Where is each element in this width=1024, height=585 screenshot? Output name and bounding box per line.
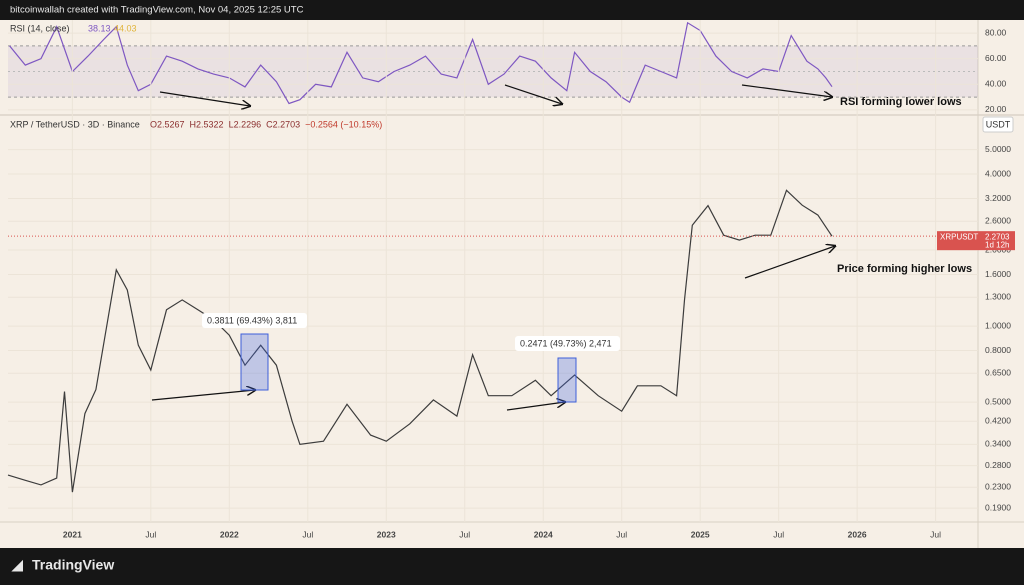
- y-tick-label: 1.6000: [985, 269, 1011, 279]
- measure-label: 0.3811 (69.43%) 3,811: [207, 315, 297, 325]
- y-tick-label: 1.0000: [985, 320, 1011, 330]
- measure-label-bg: [515, 336, 620, 351]
- y-tick-label: 5.0000: [985, 144, 1011, 154]
- measure-label: 0.2471 (49.73%) 2,471: [520, 338, 612, 348]
- x-tick-label: Jul: [773, 529, 784, 539]
- y-tick-label: 0.5000: [985, 396, 1011, 406]
- ohlc-value: C2.2703: [266, 119, 300, 129]
- price-symbol: XRPUSDT: [940, 232, 978, 241]
- x-tick-label: Jul: [930, 529, 941, 539]
- y-tick-label: 0.8000: [985, 345, 1011, 355]
- x-tick-label: 2024: [534, 529, 553, 539]
- y-tick-label: 0.1900: [985, 502, 1011, 512]
- measure-label-bg: [202, 313, 307, 328]
- series-line: [7, 189, 833, 493]
- y-tick-label: 3.2000: [985, 193, 1011, 203]
- x-tick-label: Jul: [459, 529, 470, 539]
- rsi-title: RSI (14, close): [10, 23, 70, 33]
- price-value: 2.2703: [985, 232, 1010, 241]
- y-tick-label: 0.2800: [985, 460, 1011, 470]
- y-tick-label: 2.6000: [985, 216, 1011, 226]
- x-tick-label: Jul: [145, 529, 156, 539]
- y-tick-label: 0.2300: [985, 481, 1011, 491]
- y-tick-label: 40.00: [985, 79, 1007, 89]
- price-countdown: 1d 12h: [985, 240, 1009, 249]
- arrows: [151, 84, 835, 411]
- ohlc-value: O2.5267: [150, 119, 185, 129]
- x-tick-label: 2022: [220, 529, 239, 539]
- x-tick-label: Jul: [302, 529, 313, 539]
- rsi-value: 38.13: [88, 23, 111, 33]
- ohlc-value: H2.5322: [190, 119, 224, 129]
- header-credit: bitcoinwallah created with TradingView.c…: [10, 5, 304, 16]
- annotation: RSI forming lower lows: [840, 96, 962, 108]
- footer-brand: TradingView: [32, 557, 114, 573]
- price-title: XRP / TetherUSD · 3D · Binance: [10, 119, 140, 129]
- y-tick-label: 4.0000: [985, 168, 1011, 178]
- y-tick-label: 80.00: [985, 27, 1007, 37]
- unit-box: [982, 116, 1014, 133]
- y-tick-label: 20.00: [985, 104, 1007, 114]
- x-tick-label: 2023: [377, 529, 396, 539]
- y-tick-label: 0.6500: [985, 368, 1011, 378]
- chart-area: [0, 20, 1024, 548]
- price-tag: [937, 231, 1015, 251]
- ohlc-value: L2.2296: [229, 119, 262, 129]
- x-tick-label: 2021: [63, 529, 82, 539]
- series-line: [9, 21, 833, 105]
- ohlc-value: −0.2564 (−10.15%): [305, 119, 382, 129]
- y-unit: USDT: [986, 119, 1011, 129]
- x-tick-label: 2026: [848, 529, 867, 539]
- brand-mark: ◢: [11, 557, 23, 573]
- y-tick-label: 1.3000: [985, 292, 1011, 302]
- x-tick-label: Jul: [616, 529, 627, 539]
- measure-box: [240, 333, 269, 391]
- measure-box: [557, 357, 577, 403]
- x-tick-label: 2025: [691, 529, 710, 539]
- annotation: Price forming higher lows: [837, 263, 972, 275]
- y-tick-label: 0.4200: [985, 415, 1011, 425]
- rsi-ma-value: 44.03: [114, 23, 137, 33]
- y-tick-label: 0.3400: [985, 439, 1011, 449]
- y-tick-label: 60.00: [985, 53, 1007, 63]
